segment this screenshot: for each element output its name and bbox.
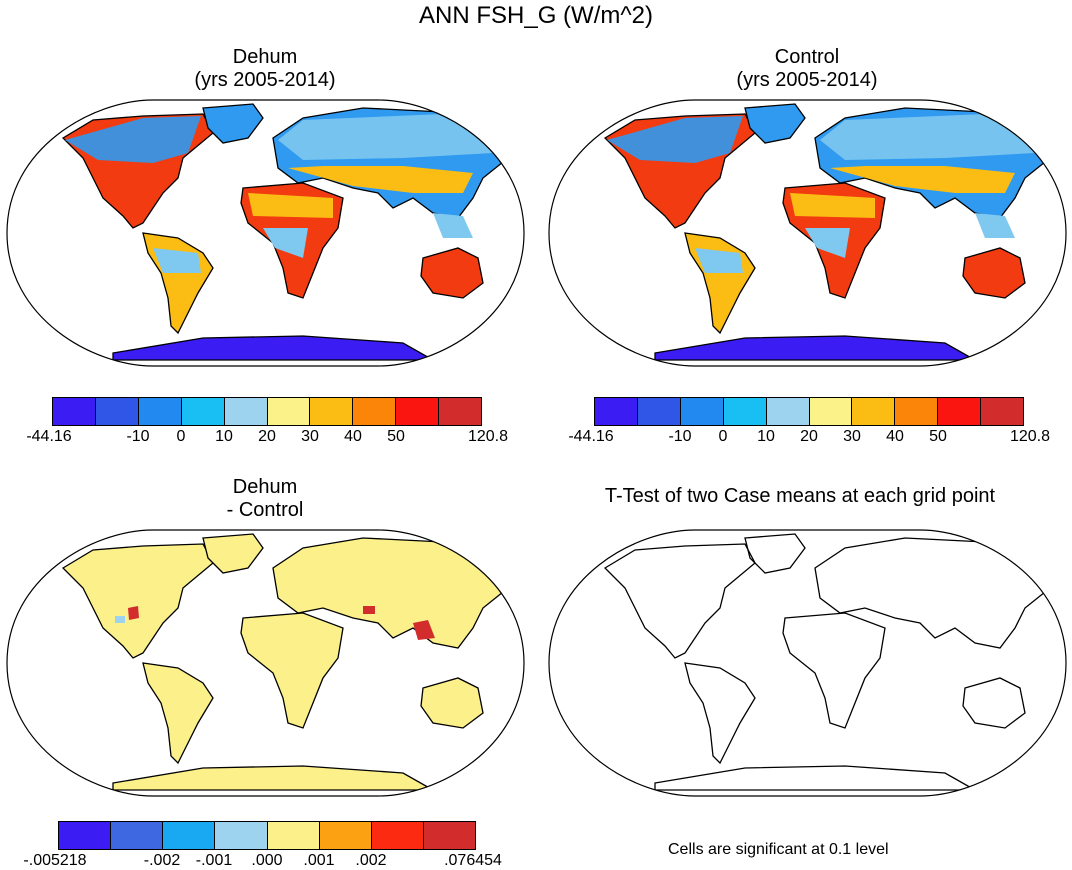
control-title-line1: Control xyxy=(774,46,840,68)
control-swatch xyxy=(595,398,638,425)
dehum-swatch xyxy=(396,398,440,425)
map-border xyxy=(6,529,525,797)
map-border xyxy=(548,529,1067,797)
control-tick-label: 10 xyxy=(757,428,775,445)
diff-tick-label: .000 xyxy=(251,852,283,869)
dehum-panel-title: Dehum (yrs 2005-2014) xyxy=(125,46,405,92)
control-swatch xyxy=(637,398,681,425)
continent-namerica xyxy=(603,543,756,659)
continent-australia xyxy=(962,677,1026,729)
dehum-swatch xyxy=(310,398,354,425)
continent-eurasia xyxy=(814,537,1051,649)
continent-namerica xyxy=(61,543,214,659)
diff-swatch xyxy=(59,822,112,849)
diff-map xyxy=(6,529,525,797)
control-colorbar xyxy=(594,397,1024,426)
dehum-swatch xyxy=(224,398,268,425)
control-swatch xyxy=(723,398,767,425)
map-border xyxy=(6,99,525,367)
control-panel-title: Control (yrs 2005-2014) xyxy=(667,46,947,92)
continent-greenland xyxy=(744,533,806,574)
dehum-tick-label: 40 xyxy=(344,428,362,445)
continent-australia xyxy=(420,677,484,729)
diff-colorbar xyxy=(58,821,476,850)
control-tick-label: 30 xyxy=(843,428,861,445)
dehum-swatch xyxy=(439,398,482,425)
dehum-tick-label: 30 xyxy=(301,428,319,445)
continent-samerica xyxy=(142,662,214,765)
dehum-swatch xyxy=(138,398,182,425)
dehum-tick-label: -10 xyxy=(126,428,150,445)
control-swatch xyxy=(809,398,853,425)
diff-tick-label: .076454 xyxy=(444,852,502,869)
control-tick-label: 0 xyxy=(718,428,728,445)
control-tick-label: 40 xyxy=(886,428,904,445)
control-tick-label: 50 xyxy=(929,428,947,445)
significance-note: Cells are significant at 0.1 level xyxy=(668,841,889,858)
control-swatch xyxy=(680,398,724,425)
dehum-tick-label: 20 xyxy=(258,428,276,445)
dehum-tick-label: 0 xyxy=(176,428,186,445)
dehum-colorbar xyxy=(52,397,482,426)
main-title: ANN FSH_G (W/m^2) xyxy=(419,2,653,29)
continent-australia xyxy=(962,247,1026,299)
dehum-swatch xyxy=(95,398,139,425)
control-tick-label: -44.16 xyxy=(568,428,614,445)
diff-swatch xyxy=(319,822,372,849)
control-tick-label: -10 xyxy=(668,428,692,445)
diff-swatch xyxy=(423,822,475,849)
diff-panel-title: Dehum - Control xyxy=(125,476,405,522)
diff-tick-label: -.002 xyxy=(143,852,181,869)
dehum-tick-label: 10 xyxy=(215,428,233,445)
diff-title-line2: - Control xyxy=(226,499,304,521)
control-swatch xyxy=(766,398,810,425)
dehum-tick-label: 120.8 xyxy=(467,428,509,445)
diff-swatch xyxy=(111,822,164,849)
control-map xyxy=(548,99,1067,367)
continent-africa xyxy=(240,612,344,729)
diff-title-line1: Dehum xyxy=(232,476,298,498)
control-swatch xyxy=(981,398,1024,425)
diff-swatch xyxy=(267,822,320,849)
diff-swatch xyxy=(371,822,424,849)
control-title-line2: (yrs 2005-2014) xyxy=(736,69,878,91)
ttest-panel-title: T-Test of two Case means at each grid po… xyxy=(604,485,996,507)
dehum-swatch xyxy=(267,398,311,425)
dehum-tick-label: -44.16 xyxy=(26,428,72,445)
continent-samerica xyxy=(684,662,756,765)
continent-africa xyxy=(782,612,886,729)
diff-tick-label: .002 xyxy=(355,852,387,869)
control-swatch xyxy=(895,398,939,425)
diff-tick-label: .001 xyxy=(303,852,335,869)
dehum-map xyxy=(6,99,525,367)
diff-swatch xyxy=(163,822,216,849)
dehum-swatch xyxy=(181,398,225,425)
control-tick-label: 120.8 xyxy=(1009,428,1051,445)
dehum-swatch xyxy=(53,398,96,425)
diff-swatch xyxy=(215,822,268,849)
diff-tick-label: -.001 xyxy=(195,852,233,869)
continent-greenland xyxy=(744,103,806,144)
continent-greenland xyxy=(202,103,264,144)
control-swatch xyxy=(852,398,896,425)
diff-tick-label: -.005218 xyxy=(23,852,87,869)
dehum-title-line1: Dehum xyxy=(232,46,298,68)
continent-australia xyxy=(420,247,484,299)
continent-eurasia xyxy=(272,537,509,649)
ttest-map xyxy=(548,529,1067,797)
control-tick-label: 20 xyxy=(800,428,818,445)
dehum-swatch xyxy=(353,398,397,425)
control-swatch xyxy=(938,398,982,425)
dehum-tick-label: 50 xyxy=(387,428,405,445)
dehum-title-line2: (yrs 2005-2014) xyxy=(194,69,336,91)
continent-greenland xyxy=(202,533,264,574)
map-border xyxy=(548,99,1067,367)
